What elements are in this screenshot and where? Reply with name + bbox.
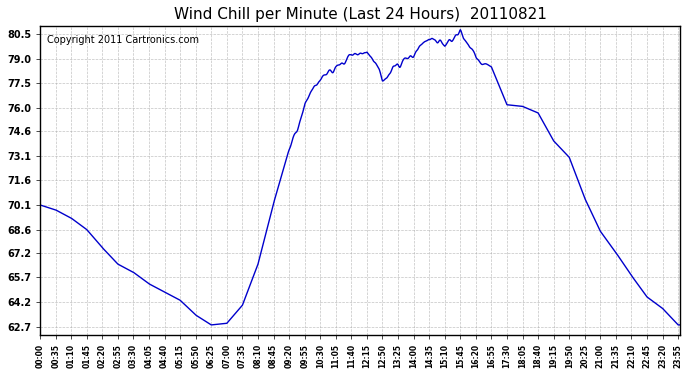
- Title: Wind Chill per Minute (Last 24 Hours)  20110821: Wind Chill per Minute (Last 24 Hours) 20…: [174, 7, 546, 22]
- Text: Copyright 2011 Cartronics.com: Copyright 2011 Cartronics.com: [46, 35, 199, 45]
